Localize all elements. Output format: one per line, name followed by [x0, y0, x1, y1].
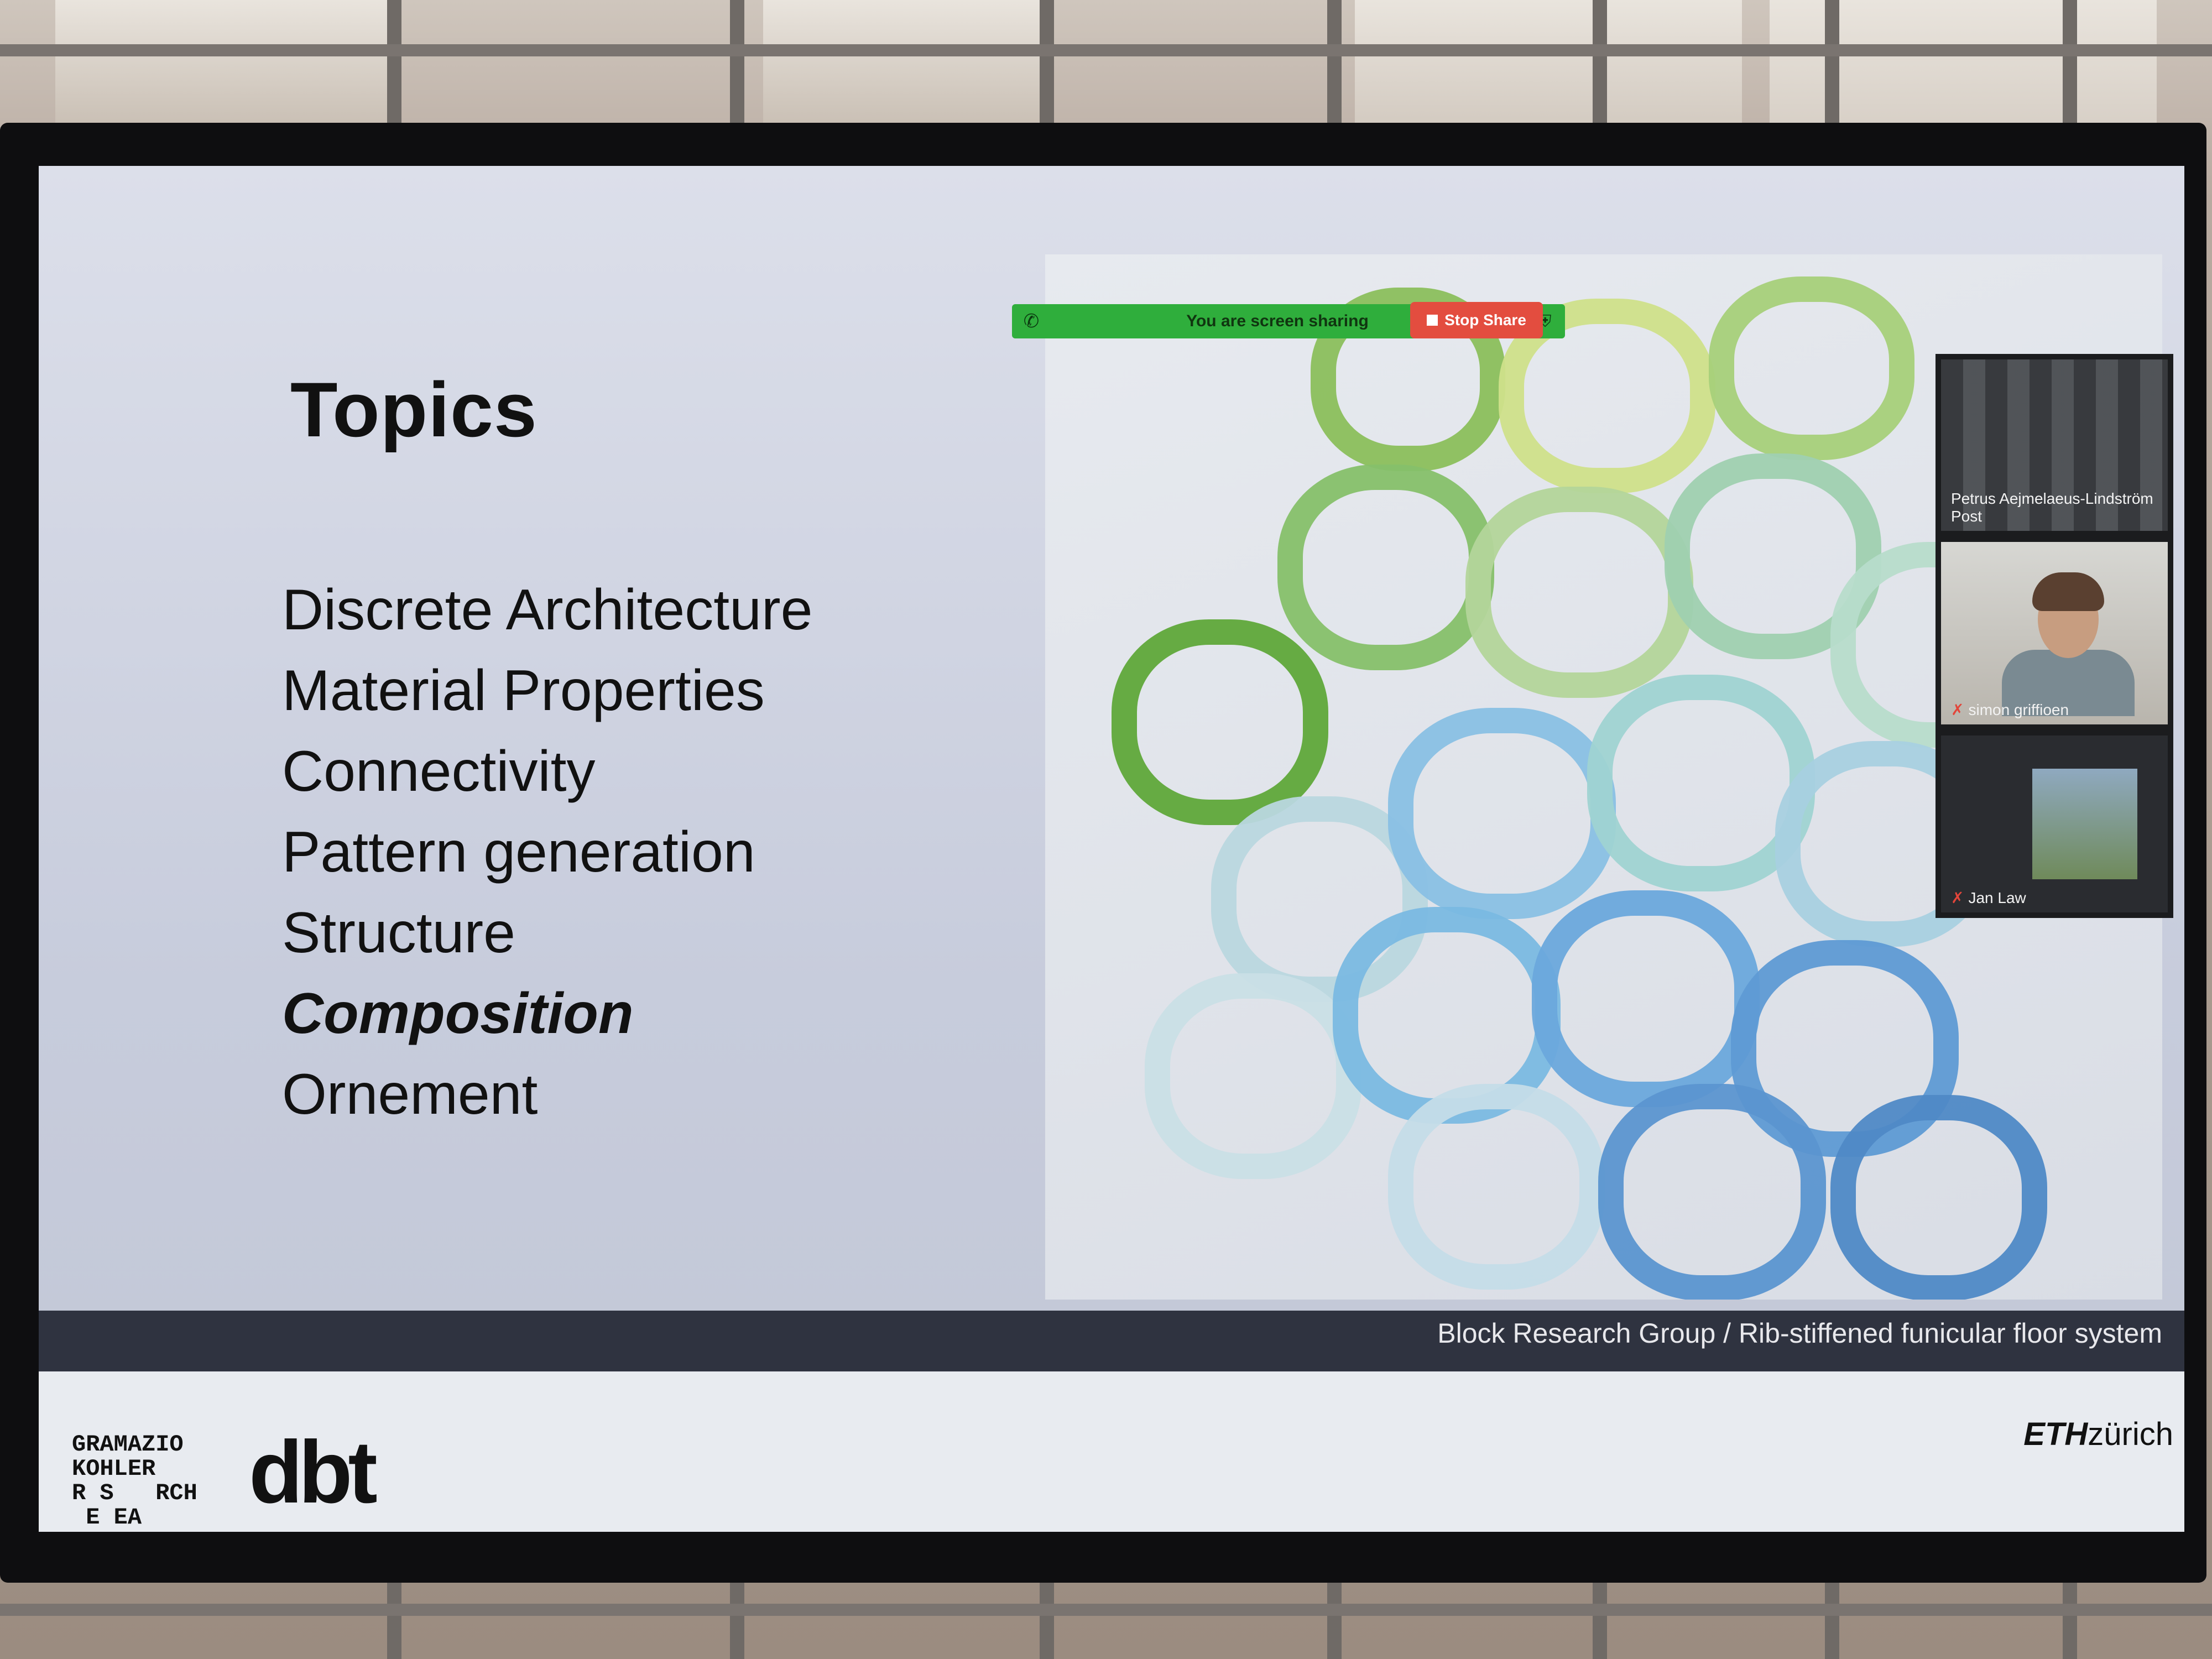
topic-item: Material Properties: [282, 659, 765, 723]
window-pane: [763, 0, 1040, 127]
stop-icon: [1427, 315, 1438, 326]
topic-item: Connectivity: [282, 739, 596, 804]
topic-item: Structure: [282, 901, 515, 965]
slide-footer: [39, 1371, 2184, 1532]
phone-icon: ✆: [1023, 311, 1040, 332]
topic-item: Discrete Architecture: [282, 578, 813, 642]
participant-tile[interactable]: ✗ simon griffioen: [1941, 542, 2168, 724]
mic-muted-icon: ✗: [1951, 701, 1964, 718]
participant-gallery: Petrus Aejmelaeus-Lindström Post ✗ simon …: [1936, 354, 2173, 918]
participant-name-row: ✗ simon griffioen: [1951, 701, 2069, 719]
dbt-logo: dbt: [249, 1422, 378, 1521]
gramazio-kohler-logo: GRAMAZIO KOHLER R S RCH E EA: [72, 1431, 197, 1531]
participant-video: [1941, 359, 2168, 531]
image-caption: Block Research Group / Rib-stiffened fun…: [1437, 1318, 2162, 1349]
participant-name: Petrus Aejmelaeus-Lindström Post: [1951, 490, 2153, 525]
window-rail: [0, 1604, 2212, 1616]
participant-name: simon griffioen: [1968, 701, 2069, 718]
presentation-slide: Topics Discrete Architecture Material Pr…: [39, 166, 2184, 1532]
topics-list: Discrete Architecture Material Propertie…: [282, 570, 812, 1135]
participant-tile[interactable]: ✗ Jan Law: [1941, 735, 2168, 912]
topic-item: Ornement: [282, 1062, 538, 1126]
window-rail: [0, 44, 2212, 56]
eth-logo-bold: ETH: [2023, 1416, 2088, 1452]
eth-logo-rest: zürich: [2088, 1416, 2173, 1452]
window-pane: [55, 0, 387, 127]
participant-name-row: ✗ Jan Law: [1951, 889, 2026, 907]
topic-item: Pattern generation: [282, 820, 755, 884]
participant-tile[interactable]: Petrus Aejmelaeus-Lindström Post: [1941, 359, 2168, 531]
participant-name: Jan Law: [1968, 889, 2026, 906]
participant-video: [1941, 542, 2168, 724]
slide-title: Topics: [290, 366, 538, 453]
eth-zurich-logo: ETHzürich: [2023, 1416, 2173, 1453]
stop-share-button[interactable]: Stop Share: [1410, 302, 1543, 338]
screen-sharing-label: You are screen sharing: [1186, 312, 1369, 330]
caption-bar: [39, 1311, 2184, 1371]
stop-share-label: Stop Share: [1444, 311, 1526, 328]
mic-muted-icon: ✗: [1951, 889, 1964, 906]
topic-item-active: Composition: [282, 982, 634, 1046]
participant-avatar: [2032, 769, 2137, 879]
